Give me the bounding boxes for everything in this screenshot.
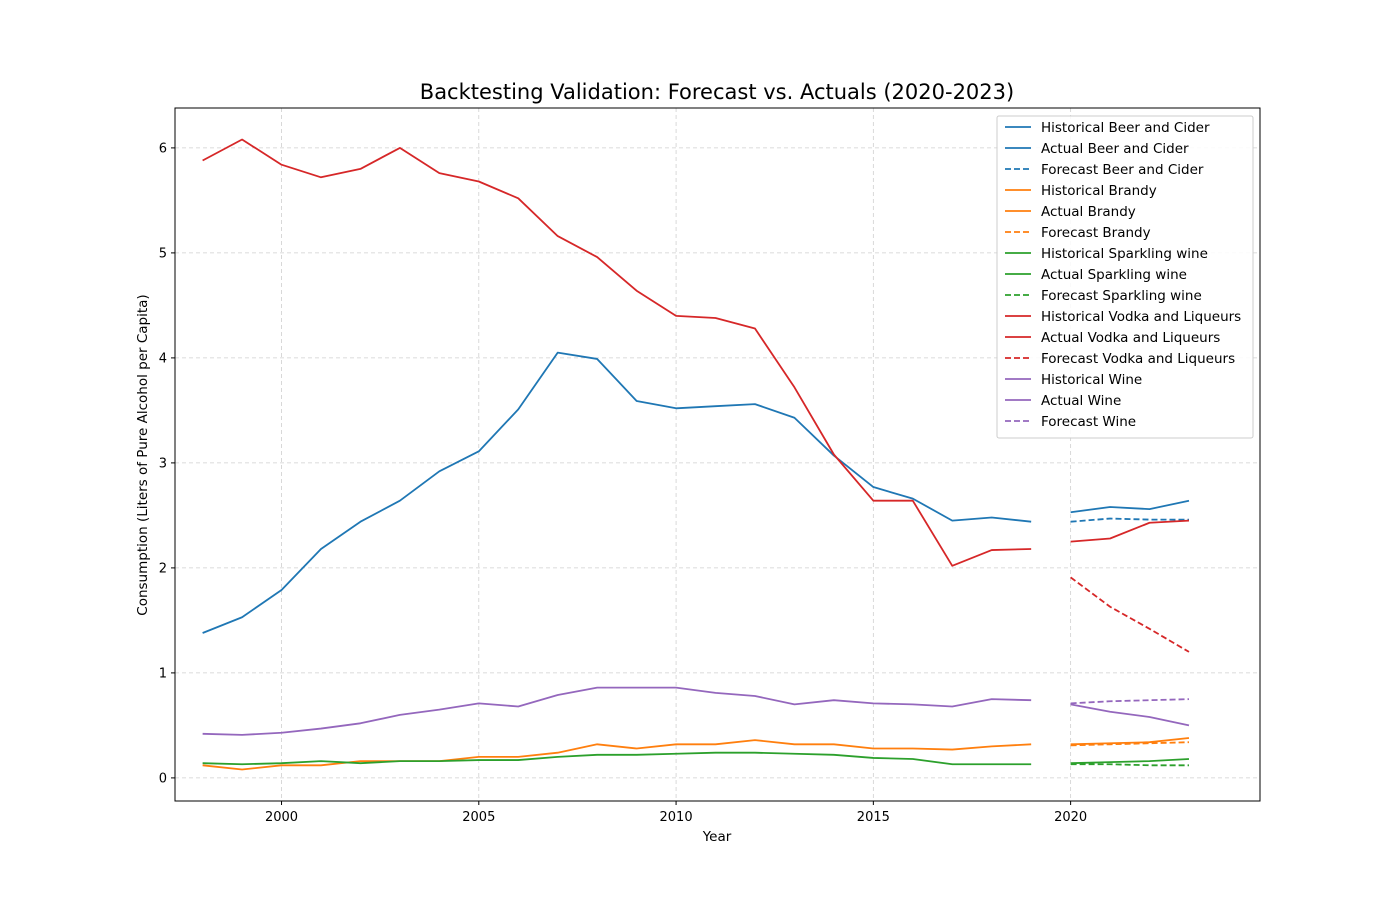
historical-line-wine bbox=[202, 686, 1032, 736]
legend-label-historical: Historical Vodka and Liqueurs bbox=[1041, 309, 1241, 325]
legend-label-historical: Historical Beer and Cider bbox=[1041, 120, 1210, 136]
y-tick-label: 4 bbox=[159, 351, 167, 366]
forecast-line-vodka-and-liqueurs bbox=[1070, 576, 1190, 653]
plot-area-frame bbox=[174, 107, 1261, 802]
forecast-line-sparkling-wine bbox=[1070, 763, 1189, 767]
actual-line-sparkling-wine bbox=[1070, 758, 1190, 765]
forecast-line-beer-and-cider bbox=[1070, 517, 1189, 523]
legend-label-forecast: Forecast Brandy bbox=[1041, 225, 1151, 241]
legend-label-actual: Actual Beer and Cider bbox=[1041, 141, 1189, 157]
x-axis-label: Year bbox=[702, 829, 732, 845]
legend-label-historical: Historical Sparkling wine bbox=[1041, 246, 1208, 262]
legend-label-actual: Actual Wine bbox=[1041, 393, 1121, 409]
forecast-line-brandy bbox=[1070, 741, 1190, 747]
historical-line-vodka-and-liqueurs bbox=[202, 138, 1032, 567]
y-tick-label: 5 bbox=[159, 246, 167, 261]
legend-label-historical: Historical Wine bbox=[1041, 372, 1142, 388]
y-tick-label: 6 bbox=[159, 141, 167, 156]
legend-label-actual: Actual Brandy bbox=[1041, 204, 1136, 220]
y-tick-label: 1 bbox=[159, 666, 167, 681]
historical-line-brandy bbox=[202, 739, 1032, 771]
legend-label-forecast: Forecast Beer and Cider bbox=[1041, 162, 1204, 178]
x-tick-label: 2000 bbox=[265, 810, 298, 825]
legend-label-forecast: Forecast Vodka and Liqueurs bbox=[1041, 351, 1235, 367]
actual-line-beer-and-cider bbox=[1070, 499, 1190, 514]
y-tick-label: 2 bbox=[159, 561, 167, 576]
x-tick-label: 2005 bbox=[462, 810, 495, 825]
series-lines bbox=[202, 138, 1190, 771]
y-tick-label: 3 bbox=[159, 456, 167, 471]
legend-box bbox=[996, 115, 1254, 439]
legend-label-historical: Historical Brandy bbox=[1041, 183, 1157, 199]
x-tick-label: 2015 bbox=[857, 810, 890, 825]
legend-label-actual: Actual Sparkling wine bbox=[1041, 267, 1187, 283]
legend-label-actual: Actual Vodka and Liqueurs bbox=[1041, 330, 1220, 346]
y-tick-label: 0 bbox=[159, 771, 167, 786]
axis-ticks: 2000 2005 2010 2015 2020 0 1 2 3 4 5 6 bbox=[159, 141, 1087, 825]
actual-line-wine bbox=[1070, 703, 1190, 727]
legend-label-forecast: Forecast Wine bbox=[1041, 414, 1136, 430]
actual-line-brandy bbox=[1070, 737, 1190, 746]
forecast-line-wine bbox=[1070, 698, 1190, 705]
historical-line-beer-and-cider bbox=[202, 351, 1032, 634]
chart-title: Backtesting Validation: Forecast vs. Act… bbox=[420, 80, 1014, 104]
legend-label-forecast: Forecast Sparkling wine bbox=[1041, 288, 1202, 304]
legend: Historical Beer and Cider Actual Beer and… bbox=[996, 115, 1254, 439]
x-tick-label: 2020 bbox=[1054, 810, 1087, 825]
actual-line-vodka-and-liqueurs bbox=[1070, 519, 1190, 543]
x-tick-label: 2010 bbox=[660, 810, 693, 825]
historical-line-sparkling-wine bbox=[202, 751, 1032, 766]
y-axis-label: Consumption (Liters of Pure Alcohol per … bbox=[135, 294, 151, 615]
